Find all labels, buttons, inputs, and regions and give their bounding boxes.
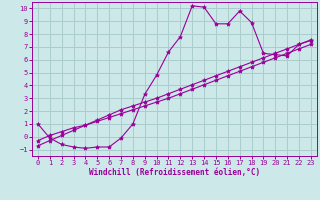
- X-axis label: Windchill (Refroidissement éolien,°C): Windchill (Refroidissement éolien,°C): [89, 168, 260, 177]
